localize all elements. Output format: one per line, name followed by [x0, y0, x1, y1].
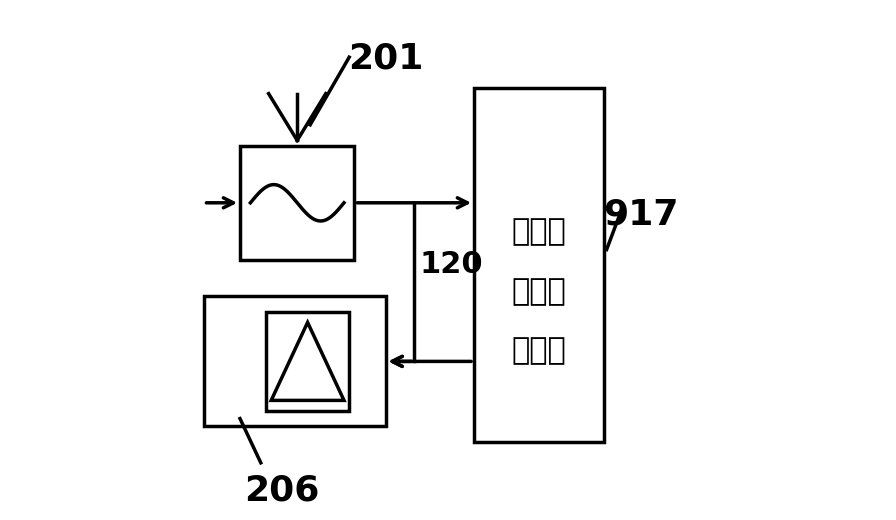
Text: 计算服: 计算服	[512, 277, 566, 306]
Text: 云计算: 云计算	[512, 217, 566, 246]
Text: 917: 917	[603, 198, 678, 231]
Bar	[266, 312, 349, 411]
Text: 120: 120	[419, 250, 483, 279]
Bar	[203, 296, 385, 426]
Text: 206: 206	[244, 473, 319, 507]
Bar	[240, 146, 355, 260]
Text: 201: 201	[348, 42, 423, 75]
Bar	[474, 88, 604, 442]
Polygon shape	[271, 322, 344, 400]
Text: 务系统: 务系统	[512, 336, 566, 366]
